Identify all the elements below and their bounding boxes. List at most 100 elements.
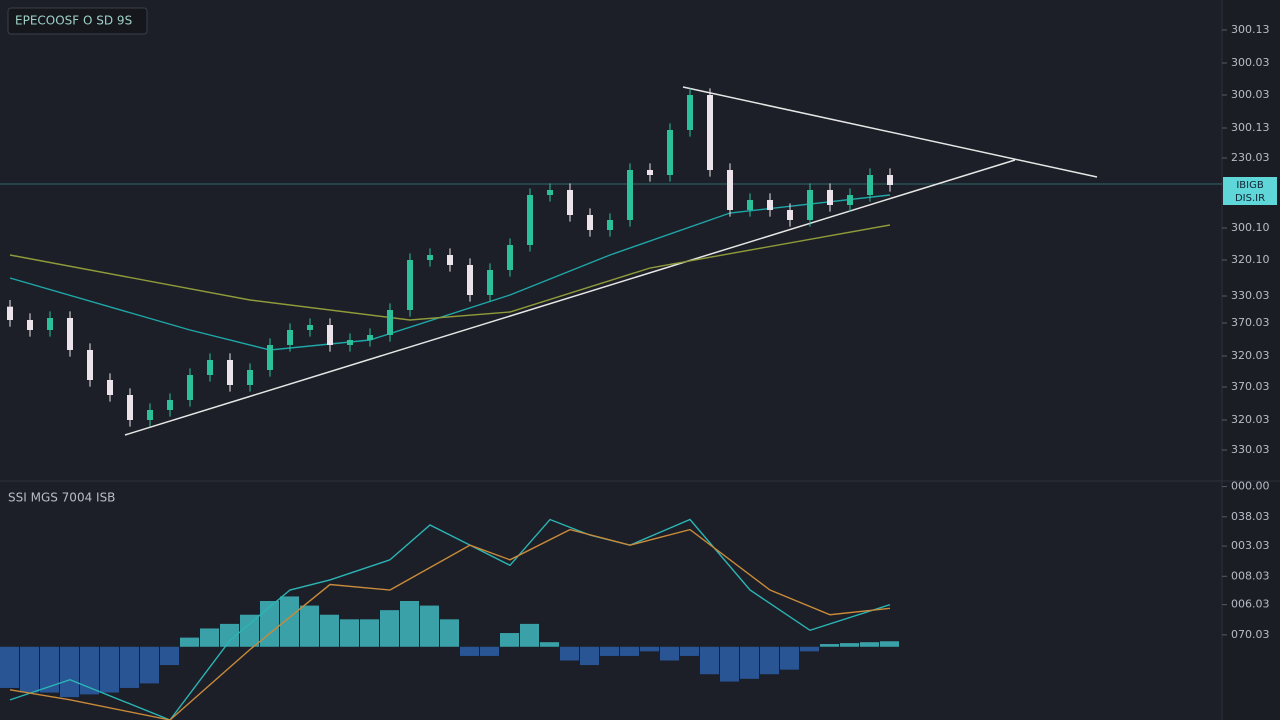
candle-body <box>727 170 733 210</box>
y-tick-label: 230.03 <box>1231 151 1270 164</box>
histogram-bar <box>340 619 359 647</box>
y-tick-label: 038.03 <box>1231 510 1270 523</box>
histogram-bar <box>460 646 479 656</box>
histogram-bar <box>180 637 199 647</box>
histogram-bar <box>780 646 799 670</box>
candle-body <box>647 170 653 175</box>
histogram-bar <box>60 646 79 698</box>
histogram-bar <box>520 623 539 647</box>
candle-body <box>827 190 833 205</box>
price-tag-label: DIS.IR <box>1235 193 1265 204</box>
histogram-bar <box>320 614 339 647</box>
candle-body <box>427 255 433 260</box>
histogram-bar <box>500 633 519 647</box>
candle-body <box>387 310 393 335</box>
candle-body <box>847 195 853 205</box>
candle-body <box>267 345 273 370</box>
candle-body <box>767 200 773 210</box>
candle-body <box>607 220 613 230</box>
candle-body <box>327 325 333 345</box>
candle-body <box>187 375 193 400</box>
histogram-bar <box>0 646 19 688</box>
candle-body <box>787 210 793 220</box>
y-tick-label: 330.03 <box>1231 289 1270 302</box>
indicator-label: SSI MGS 7004 ISB <box>8 491 115 505</box>
histogram-bar <box>120 646 139 688</box>
y-tick-label: 320.03 <box>1231 349 1270 362</box>
candle-body <box>867 175 873 195</box>
y-tick-label: 370.03 <box>1231 316 1270 329</box>
indicator-line <box>9 224 891 321</box>
y-tick-label: 370.03 <box>1231 380 1270 393</box>
candle-body <box>167 400 173 410</box>
y-tick-label: 320.03 <box>1231 413 1270 426</box>
y-tick-label: 008.03 <box>1231 569 1270 582</box>
trend-line <box>124 159 1016 436</box>
candle-body <box>67 318 73 350</box>
candle-body <box>467 265 473 295</box>
candle-body <box>447 255 453 265</box>
candle-body <box>887 175 893 185</box>
histogram-bar <box>720 646 739 682</box>
histogram-bar <box>680 646 699 656</box>
y-tick-label: 300.13 <box>1231 121 1270 134</box>
histogram-bar <box>260 601 279 647</box>
histogram-bar <box>240 614 259 647</box>
y-tick-label: 330.03 <box>1231 443 1270 456</box>
price-tag-label: IBIGB <box>1236 180 1264 191</box>
histogram-bar <box>600 646 619 656</box>
histogram-bar <box>620 646 639 656</box>
histogram-bar <box>160 646 179 666</box>
histogram-bar <box>280 596 299 647</box>
candle-body <box>247 370 253 385</box>
candle-body <box>687 95 693 130</box>
candle-body <box>807 190 813 220</box>
y-tick-label: 320.10 <box>1231 253 1270 266</box>
candle-body <box>407 260 413 310</box>
candle-body <box>367 335 373 340</box>
y-tick-label: 300.03 <box>1231 56 1270 69</box>
histogram-bar <box>220 623 239 647</box>
histogram-bar <box>760 646 779 675</box>
histogram-bar <box>400 601 419 647</box>
histogram-bar <box>660 646 679 661</box>
histogram-bar <box>380 610 399 647</box>
candle-body <box>567 190 573 215</box>
symbol-box <box>7 7 148 35</box>
histogram-bar <box>360 619 379 647</box>
histogram-bar <box>840 643 859 647</box>
candle-body <box>747 200 753 210</box>
histogram-bar <box>100 646 119 693</box>
histogram-bar <box>880 641 899 647</box>
histogram-bar <box>20 646 39 693</box>
indicator-line <box>9 528 891 720</box>
histogram-bar <box>560 646 579 661</box>
candle-body <box>127 395 133 420</box>
y-tick-label: 006.03 <box>1231 598 1270 611</box>
y-tick-label: 070.03 <box>1231 628 1270 641</box>
histogram-bar <box>860 642 879 647</box>
y-tick-label: 000.00 <box>1231 480 1270 493</box>
candle-body <box>227 360 233 385</box>
candle-body <box>207 360 213 375</box>
y-tick-label: 300.03 <box>1231 88 1270 101</box>
histogram-bar <box>420 605 439 647</box>
histogram-bar <box>540 642 559 647</box>
y-tick-label: 300.10 <box>1231 221 1270 234</box>
candle-body <box>7 306 13 320</box>
histogram-bar <box>800 646 819 652</box>
candle-body <box>147 410 153 420</box>
histogram-bar <box>440 619 459 647</box>
histogram-bar <box>140 646 159 684</box>
histogram-bar <box>640 646 659 652</box>
price-axis <box>1222 0 1280 720</box>
candle-body <box>587 215 593 230</box>
candle-body <box>707 95 713 170</box>
candle-body <box>527 195 533 245</box>
trend-line <box>682 86 1098 178</box>
candle-body <box>627 170 633 220</box>
symbol-label: EPECOOSF O SD 9S <box>15 14 132 28</box>
candle-body <box>107 380 113 395</box>
